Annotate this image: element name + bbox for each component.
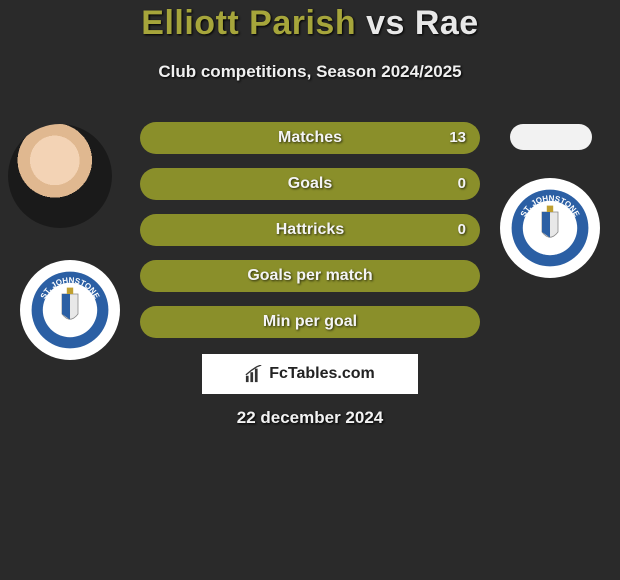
brand-text: FcTables.com [269,365,375,383]
stat-bar-right-value: 13 [449,122,466,154]
subtitle: Club competitions, Season 2024/2025 [0,62,620,82]
stat-bar-track [140,306,480,338]
stat-bar-row: Matches13 [140,122,480,154]
player1-name: Elliott Parish [141,4,356,42]
stat-bar-right-segment [140,168,480,200]
player2-name: Rae [415,4,479,42]
club-crest-icon: ST. JOHNSTONE F.C. [510,188,590,268]
stat-bar-row: Goals per match [140,260,480,292]
stat-bar-right-value: 0 [458,168,466,200]
stat-bar-row: Goals0 [140,168,480,200]
stat-bar-row: Hattricks0 [140,214,480,246]
stat-bar-right-segment [140,260,480,292]
stat-bar-track [140,122,480,154]
stat-bar-right-segment [140,214,480,246]
vs-text: vs [366,4,405,42]
player2-avatar-placeholder [510,124,592,150]
chart-icon [245,365,263,383]
stat-bar-track [140,214,480,246]
player2-club-crest: ST. JOHNSTONE F.C. [500,178,600,278]
svg-text:F.C.: F.C. [63,321,78,331]
stat-bar-right-value: 0 [458,214,466,246]
svg-text:F.C.: F.C. [543,239,558,249]
stat-bar-row: Min per goal [140,306,480,338]
brand-box: FcTables.com [202,354,418,394]
stat-bars: Matches13 Goals0 Hattricks0 Goals per match… [140,122,480,352]
comparison-title: Elliott Parish vs Rae [0,4,620,43]
club-crest-icon: ST. JOHNSTONE F.C. [30,270,110,350]
player1-club-crest: ST. JOHNSTONE F.C. [20,260,120,360]
stat-bar-track [140,260,480,292]
stat-bar-track [140,168,480,200]
stat-bar-right-segment [140,122,480,154]
date-text: 22 december 2024 [0,408,620,428]
stat-bar-right-segment [140,306,480,338]
player1-avatar [8,124,112,228]
